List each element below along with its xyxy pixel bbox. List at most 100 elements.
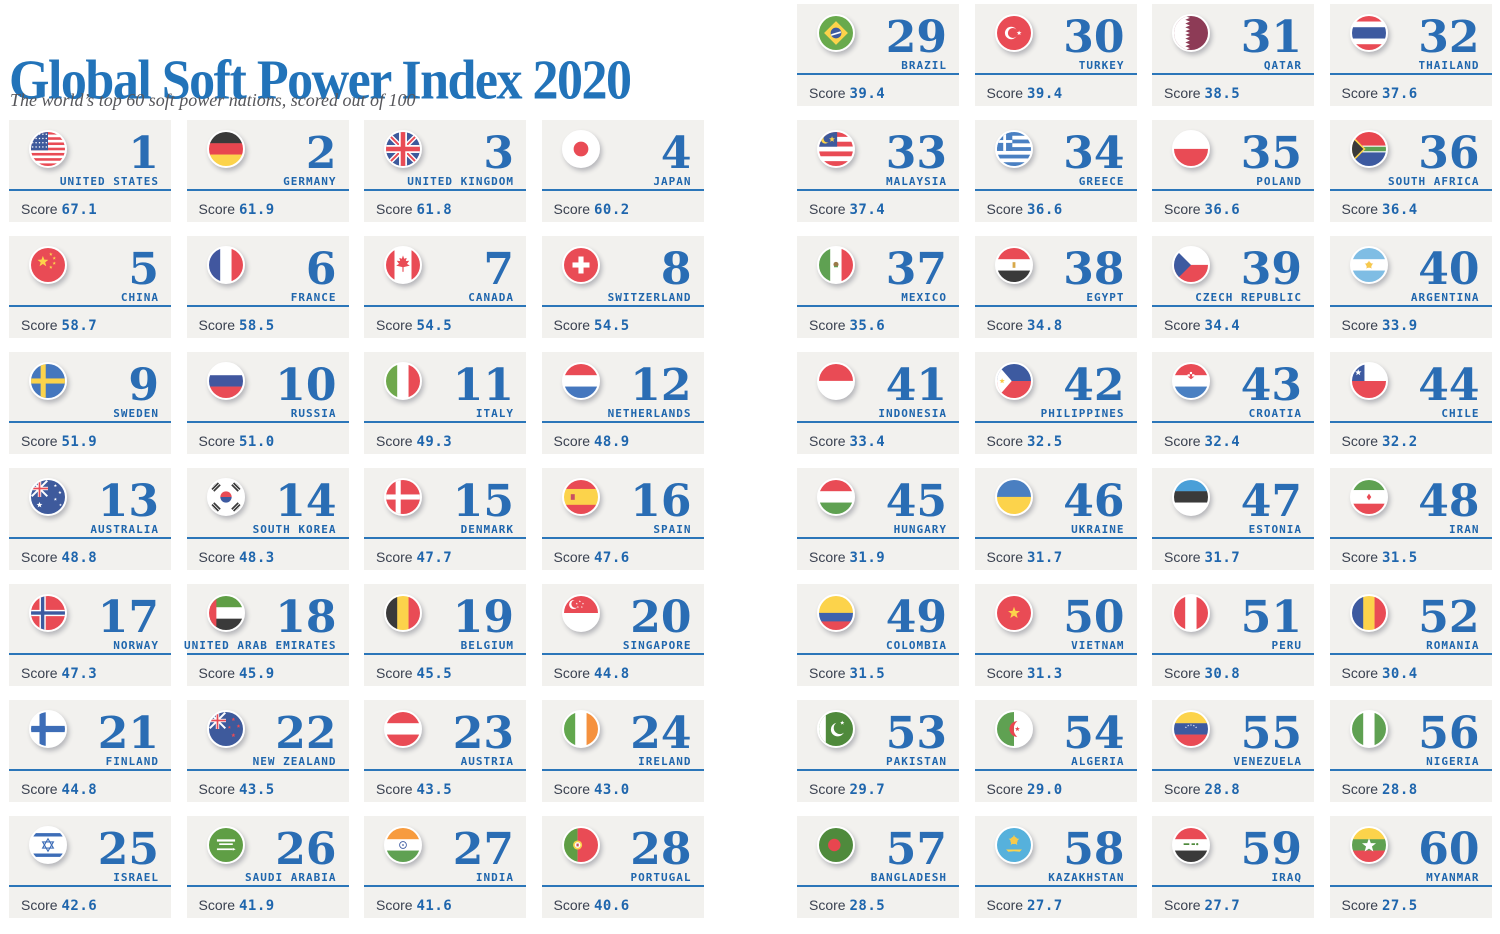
israel-flag-icon: [29, 826, 67, 864]
score-value: 34.4: [1204, 318, 1241, 334]
country-score: Score 45.5: [376, 665, 452, 682]
japan-flag-icon: [561, 130, 600, 168]
score-label: Score: [1341, 897, 1379, 913]
country-rank: 31: [1240, 12, 1302, 63]
country-rank: 23: [452, 708, 514, 759]
score-label: Score: [21, 317, 58, 333]
country-rank: 20: [630, 592, 692, 643]
score-value: 33.4: [849, 434, 886, 450]
country-rank: 36: [1418, 128, 1480, 179]
country-name: CROATIA: [1248, 407, 1302, 420]
card-divider: [186, 885, 349, 887]
ukraine-flag-icon: [994, 478, 1033, 516]
country-rank: 50: [1063, 592, 1125, 643]
country-rank: 9: [128, 360, 159, 411]
country-score: Score 35.6: [809, 317, 885, 334]
russia-flag-icon: [206, 362, 245, 400]
country-rank: 49: [885, 592, 947, 643]
score-label: Score: [376, 665, 413, 681]
country-rank: 11: [452, 360, 514, 411]
card-divider: [797, 537, 959, 539]
score-value: 51.9: [61, 434, 98, 450]
country-card: 9 SWEDEN Score 51.9: [9, 352, 171, 454]
country-card: 55 VENEZUELA Score 28.8: [1152, 700, 1314, 802]
country-rank: 42: [1063, 360, 1125, 411]
country-score: Score 51.0: [199, 433, 275, 450]
score-label: Score: [1341, 433, 1379, 449]
turkey-flag-icon: [994, 14, 1033, 52]
score-value: 37.6: [1381, 86, 1418, 102]
country-rank: 7: [483, 244, 514, 295]
country-rank: 2: [305, 128, 337, 179]
country-score: Score 30.8: [1164, 665, 1240, 682]
country-card: 37 MEXICO Score 35.6: [797, 236, 959, 338]
score-label: Score: [21, 201, 58, 217]
score-label: Score: [553, 201, 591, 217]
score-label: Score: [198, 781, 236, 797]
country-name: FINLAND: [105, 755, 159, 768]
country-rank: 29: [885, 12, 947, 63]
country-card: 17 NORWAY Score 47.3: [9, 584, 171, 686]
country-card: 19 BELGIUM Score 45.5: [364, 584, 526, 686]
score-label: Score: [809, 85, 846, 101]
score-label: Score: [1341, 549, 1379, 565]
country-rank: 60: [1418, 824, 1480, 875]
score-label: Score: [1164, 201, 1201, 217]
score-label: Score: [986, 433, 1024, 449]
card-divider: [186, 421, 349, 423]
score-label: Score: [1164, 897, 1201, 913]
country-name: UKRAINE: [1071, 523, 1125, 536]
country-score: Score 36.4: [1342, 201, 1418, 218]
country-score: Score 39.4: [809, 85, 885, 102]
country-card: 38 EGYPT Score 34.8: [974, 236, 1137, 338]
thailand-flag-icon: [1349, 14, 1388, 52]
country-card: 26 SAUDI ARABIA Score 41.9: [186, 816, 349, 918]
country-card: 57 BANGLADESH Score 28.5: [797, 816, 959, 918]
score-label: Score: [553, 897, 591, 913]
score-value: 58.7: [61, 318, 98, 334]
score-value: 60.2: [593, 202, 630, 218]
score-value: 29.0: [1026, 782, 1063, 798]
score-value: 33.9: [1381, 318, 1418, 334]
country-card: 47 ESTONIA Score 31.7: [1152, 468, 1314, 570]
score-value: 28.8: [1204, 782, 1241, 798]
card-divider: [9, 537, 171, 539]
country-score: Score 33.4: [809, 433, 885, 450]
card-divider: [541, 305, 704, 307]
card-divider: [9, 653, 171, 655]
country-name: NORWAY: [113, 639, 159, 652]
score-label: Score: [553, 665, 591, 681]
card-divider: [1152, 769, 1314, 771]
score-label: Score: [553, 781, 591, 797]
country-name: MYANMAR: [1426, 871, 1480, 884]
country-card: 14 SOUTH KOREA Score 48.3: [186, 468, 349, 570]
country-rank: 56: [1418, 708, 1480, 759]
card-divider: [9, 189, 171, 191]
portugal-flag-icon: [561, 826, 600, 864]
card-divider: [797, 189, 959, 191]
score-label: Score: [986, 549, 1024, 565]
philippines-flag-icon: [994, 362, 1033, 400]
country-rank: 28: [630, 824, 692, 875]
country-score: Score 32.4: [1164, 433, 1240, 450]
country-name: VENEZUELA: [1233, 755, 1302, 768]
country-card: 60 MYANMAR Score 27.5: [1329, 816, 1492, 918]
score-label: Score: [1341, 317, 1379, 333]
score-label: Score: [553, 317, 591, 333]
score-value: 43.5: [416, 782, 453, 798]
card-divider: [797, 653, 959, 655]
germany-flag-icon: [206, 130, 245, 168]
country-score: Score 36.6: [1164, 201, 1240, 218]
country-score: Score 31.5: [1342, 549, 1418, 566]
country-name: BANGLADESH: [870, 871, 947, 884]
country-name: SWITZERLAND: [607, 291, 692, 304]
australia-flag-icon: [29, 478, 67, 516]
page-subtitle: The world’s top 60 soft power nations, s…: [10, 90, 416, 110]
ireland-flag-icon: [561, 710, 600, 748]
score-value: 44.8: [593, 666, 630, 682]
score-value: 41.6: [416, 898, 453, 914]
score-label: Score: [1164, 665, 1201, 681]
country-score: Score 40.6: [554, 897, 630, 914]
iraq-flag-icon: [1172, 826, 1210, 864]
new-zealand-flag-icon: [206, 710, 245, 748]
